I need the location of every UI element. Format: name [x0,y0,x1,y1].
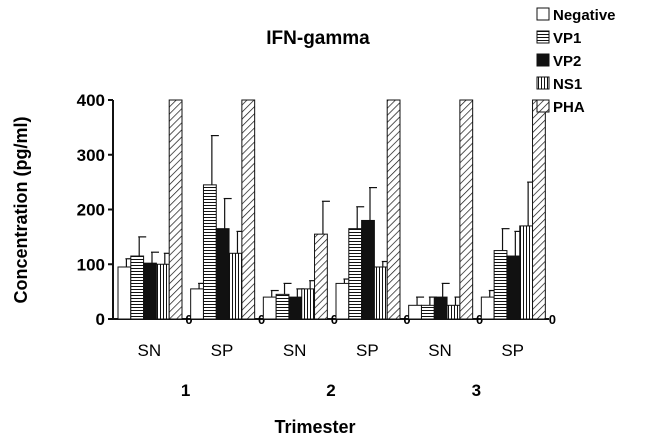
bar-ns1-sn-1 [155,263,170,320]
zero-marker: 0 [549,312,556,327]
bar-vp2-sn-3 [433,296,448,320]
bar-negative-sn-3 [408,304,422,320]
bar-ns1-sn-2 [301,288,316,320]
legend-swatch-pha [536,99,550,113]
legend-label-vp1: VP1 [553,30,581,47]
bar-pha-sp-1 [241,99,256,320]
legend-swatch-ns1 [536,76,550,90]
bar-vp1-sp-3 [493,250,508,320]
y-axis-label: Concentration (pg/ml) [11,117,31,304]
trimester-label: 1 [181,381,190,400]
bar-ns1-sp-1 [228,252,243,320]
legend-label-vp2: VP2 [553,53,581,70]
group-label: SP [501,341,524,360]
bar-negative-sp-1 [190,288,204,320]
y-tick-label: 300 [77,146,105,165]
bar-vp1-sp-1 [202,184,217,320]
bar-ns1-sp-2 [373,266,388,320]
bar-negative-sn-2 [262,296,277,320]
legend-swatch-vp1 [536,30,550,44]
group-label: SN [428,341,452,360]
group-label: SP [211,341,234,360]
legend-label-ns1: NS1 [553,76,582,93]
group-label: SN [138,341,162,360]
bar-negative-sn-1 [117,266,132,320]
bar-vp1-sp-2 [348,228,363,320]
zero-marker: 0 [403,312,410,327]
bar-negative-sp-3 [480,296,495,320]
bar-pha-sn-3 [459,99,474,320]
y-tick-label: 0 [96,310,105,329]
legend-label-negative: Negative [553,7,616,24]
legend: Negative VP1 VP2 NS1 PHA [536,7,616,116]
group-label: SN [283,341,307,360]
bar-vp2-sp-1 [215,228,230,320]
y-tick-label: 200 [77,201,105,220]
legend-label-pha: PHA [553,99,585,116]
y-axis: 0 100 200 300 400 [77,91,549,329]
bar-vp2-sp-2 [361,219,375,320]
bar-vp1-sn-1 [130,255,145,320]
bar-ns1-sp-3 [519,225,534,320]
zero-marker: 0 [331,312,338,327]
zero-marker: 0 [258,312,265,327]
bar-vp2-sn-1 [143,262,157,320]
bar-pha-sn-1 [168,99,183,320]
chart-title: IFN-gamma [266,28,370,49]
zero-marker: 0 [476,312,483,327]
bar-pha-sp-3 [532,99,546,320]
bar-ns1-sn-3 [446,304,461,320]
bar-negative-sp-2 [335,282,350,320]
y-tick-label: 400 [77,91,105,110]
bar-vp2-sp-3 [506,255,521,320]
bar-vp2-sn-2 [288,296,303,320]
y-tick-label: 100 [77,255,105,274]
bar-pha-sn-2 [314,233,328,320]
legend-swatch-negative [536,7,550,21]
trimester-label: 3 [472,381,481,400]
legend-swatch-vp2 [536,53,550,67]
trimester-label: 2 [326,381,335,400]
x-axis-label: Trimester [274,417,355,434]
bar-vp1-sn-2 [275,293,290,320]
bars: 0 0 0 0 0 0 [117,99,556,327]
group-label: SP [356,341,379,360]
zero-marker: 0 [185,312,192,327]
bar-pha-sp-2 [386,99,401,320]
bar-vp1-sn-3 [420,304,435,320]
x-axis-labels: SN SP SN SP SN SP 1 2 3 [138,341,524,400]
